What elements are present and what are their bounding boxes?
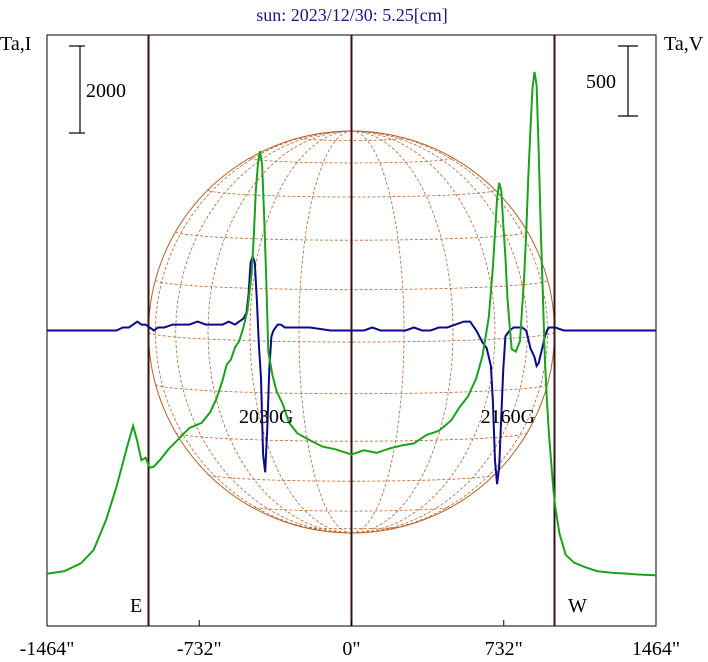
limb-label-east: E — [130, 595, 142, 617]
disk-longitude-line — [351, 130, 549, 534]
ylabel-right: Ta,V — [664, 33, 704, 55]
x-tick-label: 0" — [342, 638, 360, 660]
disk-longitude-line — [154, 130, 352, 534]
x-axis-ticks: -1464" -732" 0" 732" 1464" — [20, 620, 680, 660]
ylabel-left: Ta,I — [0, 33, 31, 55]
x-tick-label: 1464" — [632, 638, 680, 660]
scale-bar-left — [69, 45, 85, 134]
disk-longitude-line — [298, 130, 352, 534]
scale-label-right: 500 — [586, 71, 616, 93]
disk-longitude-line — [249, 130, 352, 534]
scale-bar-right — [618, 45, 638, 117]
x-tick-label: -732" — [177, 638, 222, 660]
x-tick-label: -1464" — [20, 638, 75, 660]
series-line-intensity — [46, 71, 657, 577]
scale-label-left: 2000 — [86, 80, 126, 102]
disk-longitude-line — [351, 130, 496, 534]
disk-longitude-line — [175, 130, 352, 534]
annotation-label: 2030G — [239, 406, 293, 428]
x-tick-label: 732" — [485, 638, 523, 660]
annotations: 2030G 2160G — [239, 406, 535, 428]
annotation-label: 2160G — [481, 406, 535, 428]
chart-title: sun: 2023/12/30: 5.25[cm] — [256, 5, 448, 25]
disk-longitude-line — [351, 130, 454, 534]
disk-longitude-line — [207, 130, 352, 534]
disk-longitude-line — [351, 130, 405, 534]
series-line-polarization — [47, 253, 656, 485]
limb-label-west: W — [568, 595, 587, 617]
